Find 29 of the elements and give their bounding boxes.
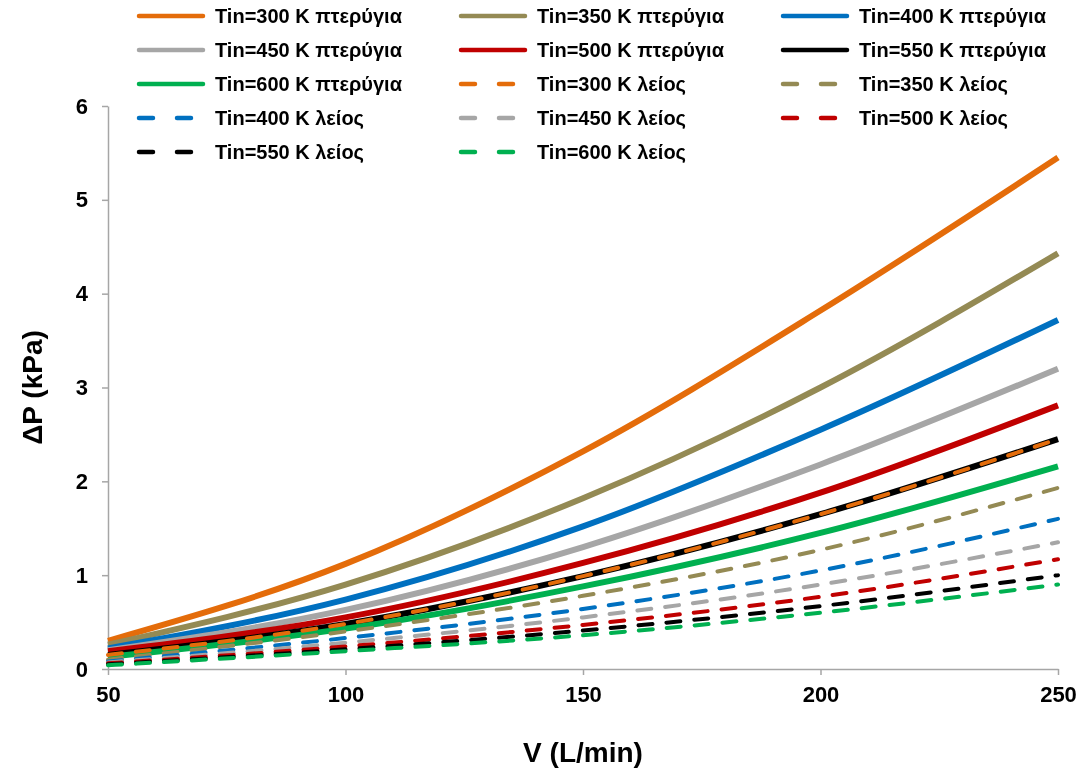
legend-label: Tin=600 K λείος [537, 141, 687, 163]
y-axis-title: ΔP (kPa) [17, 330, 48, 445]
x-tick-label: 50 [96, 682, 121, 708]
legend-label: Tin=550 K πτερύγια [859, 39, 1047, 61]
legend-label: Tin=500 K πτερύγια [537, 39, 725, 61]
y-tick-label: 4 [75, 281, 89, 307]
legend-label: Tin=450 K λείος [537, 107, 687, 129]
y-tick-label: 3 [75, 375, 88, 401]
y-tick-label: 2 [75, 468, 88, 494]
legend-label: Tin=300 K πτερύγια [215, 5, 403, 27]
x-axis-title: V (L/min) [523, 737, 643, 768]
legend-label: Tin=500 K λείος [859, 107, 1009, 129]
legend-label: Tin=450 K πτερύγια [215, 39, 403, 61]
legend-label: Tin=300 K λείος [537, 73, 687, 95]
legend-label: Tin=600 K πτερύγια [215, 73, 403, 95]
line-series [106, 516, 1060, 664]
x-tick-label: 250 [1040, 682, 1077, 708]
y-tick-label: 1 [75, 562, 88, 588]
legend-label: Tin=400 K πτερύγια [859, 5, 1047, 27]
y-tick-label: 0 [75, 656, 88, 682]
legend-label: Tin=350 K πτερύγια [537, 5, 725, 27]
y-tick-label: 5 [75, 187, 88, 213]
y-tick-label: 6 [75, 93, 88, 119]
x-tick-label: 150 [565, 682, 602, 708]
legend-label: Tin=400 K λείος [215, 107, 365, 129]
x-tick-label: 200 [802, 682, 840, 708]
legend-label: Tin=350 K λείος [859, 73, 1009, 95]
legend-label: Tin=550 K λείος [215, 141, 365, 163]
x-tick-label: 100 [327, 682, 365, 708]
